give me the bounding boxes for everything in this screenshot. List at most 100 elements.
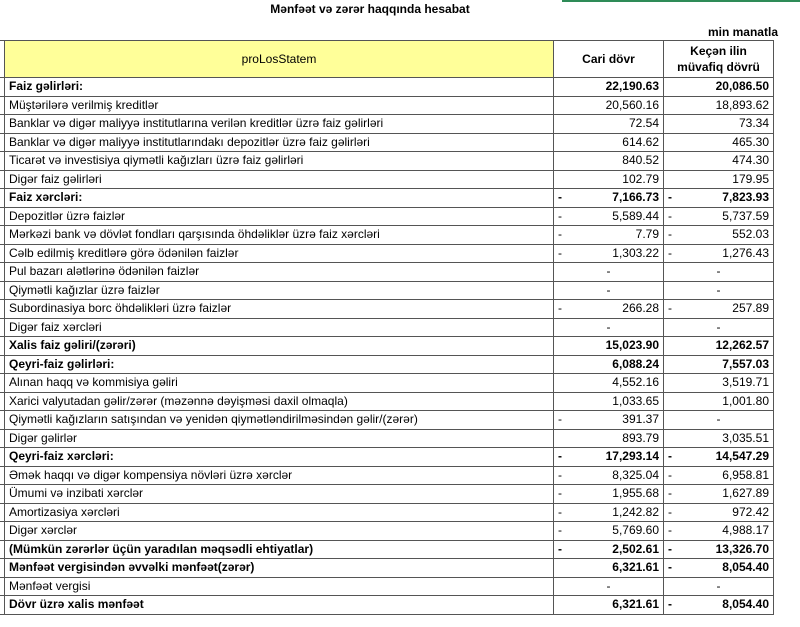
current-cell: 6,321.61: [553, 558, 664, 578]
current-cell: - 8,325.04: [553, 465, 664, 485]
row-label: Banklar və digər maliyyə institutlarına …: [4, 114, 554, 134]
current-value: 840.52: [622, 153, 659, 168]
previous-value: -: [716, 282, 721, 297]
previous-value: 8,054.40: [722, 597, 769, 612]
sign: -: [668, 597, 672, 611]
row-label: Digər xərclər: [4, 521, 554, 541]
current-value: 7.79: [635, 227, 659, 242]
previous-value: 257.89: [732, 301, 769, 316]
row-label: Banklar və digər maliyyə institutlarında…: [4, 132, 554, 152]
current-cell: - 7.79: [553, 225, 664, 245]
statement-row: Dövr üzrə xalis mənfəət 6,321.61- 8,054.40: [0, 595, 774, 615]
current-cell: 1,033.65: [553, 391, 664, 411]
previous-cell: 474.30: [663, 151, 774, 171]
previous-cell: - 4,988.17: [663, 521, 774, 541]
current-value: 6,321.61: [612, 560, 659, 575]
sign: -: [558, 245, 562, 260]
sign: -: [668, 301, 672, 315]
statement-row: (Mümkün zərərlər üçün yaradılan məqsədli…: [0, 539, 774, 559]
current-cell: - 391.37: [553, 410, 664, 430]
current-value: 6,321.61: [612, 597, 659, 612]
previous-cell: - 7,823.93: [663, 188, 774, 208]
sign: -: [558, 486, 562, 500]
statement-row: Xarici valyutadan gəlir/zərər (məzənnə d…: [0, 391, 774, 411]
current-cell: - 1,242.82: [553, 502, 664, 522]
row-label: Depozitlər üzrə faizlər: [4, 206, 554, 226]
sign: -: [558, 541, 562, 556]
sign: -: [558, 467, 562, 482]
statement-row: Alınan haqq və kommisiya gəliri 4,552.16 3…: [0, 373, 774, 393]
statement-row: Amortizasiya xərcləri -1,242.82-972.42: [0, 502, 774, 522]
sign: -: [668, 190, 672, 204]
row-label: Qiymətli kağızların satışından və yenidə…: [4, 410, 554, 430]
statement-row: Ticarət və investisiya qiymətli kağızlar…: [0, 151, 774, 171]
sign: -: [558, 412, 562, 426]
current-cell: - 1,303.22: [553, 243, 664, 263]
previous-cell: -: [663, 262, 774, 282]
previous-cell: - 1,276.43: [663, 243, 774, 263]
previous-cell: -: [663, 410, 774, 430]
statement-table: proLosStatem Cari dövr Keçən ilin müvafi…: [0, 40, 774, 615]
previous-cell: 12,262.57: [663, 336, 774, 356]
row-label: Alınan haqq və kommisiya gəliri: [4, 373, 554, 393]
previous-cell: - 6,958.81: [663, 465, 774, 485]
previous-cell: - 5,737.59: [663, 206, 774, 226]
previous-cell: - 972.42: [663, 502, 774, 522]
sign: -: [558, 523, 562, 537]
statement-row: Banklar və digər maliyyə institutlarına …: [0, 114, 774, 134]
current-cell: - 5,589.44: [553, 206, 664, 226]
previous-value: 179.95: [732, 171, 769, 186]
current-value: 4,552.16: [612, 375, 659, 390]
previous-value: 3,519.71: [722, 375, 769, 390]
header-current: Cari dövr: [553, 40, 664, 78]
statement-row: Qiymətli kağızlar üzrə faizlər - -: [0, 280, 774, 300]
current-value: 1,955.68: [612, 486, 659, 501]
previous-cell: - 257.89: [663, 299, 774, 319]
sign: -: [558, 190, 562, 204]
row-label: Cəlb edilmiş kreditlərə görə ödənilən fa…: [4, 243, 554, 263]
previous-value: 4,988.17: [722, 523, 769, 538]
statement-row: Müştərilərə verilmiş kreditlər 20,560.16 1…: [0, 95, 774, 115]
row-label: Qiymətli kağızlar üzrə faizlər: [4, 280, 554, 300]
current-cell: 6,088.24: [553, 354, 664, 374]
previous-value: -: [716, 412, 721, 427]
statement-row: Xalis faiz gəliri/(zərəri) 15,023.90 12,26…: [0, 336, 774, 356]
previous-cell: 73.34: [663, 114, 774, 134]
sign: -: [668, 541, 672, 556]
table-body: proLosStatem Cari dövr Keçən ilin müvafi…: [0, 40, 774, 615]
current-cell: -: [553, 317, 664, 337]
current-cell: 4,552.16: [553, 373, 664, 393]
previous-cell: 7,557.03: [663, 354, 774, 374]
current-cell: - 1,955.68: [553, 484, 664, 504]
sign: -: [558, 449, 562, 463]
current-cell: - 266.28: [553, 299, 664, 319]
previous-cell: 20,086.50: [663, 77, 774, 97]
row-label: Faiz xərcləri:: [4, 188, 554, 208]
previous-value: 1,001.80: [722, 393, 769, 408]
previous-value: 1,276.43: [722, 245, 769, 260]
current-value: 5,589.44: [612, 208, 659, 223]
current-value: -: [606, 578, 611, 593]
sign: -: [668, 560, 672, 574]
sign: -: [668, 245, 672, 260]
previous-cell: - 1,627.89: [663, 484, 774, 504]
previous-value: -: [716, 264, 721, 279]
statement-row: Banklar və digər maliyyə institutlarında…: [0, 132, 774, 152]
previous-cell: - 13,326.70: [663, 539, 774, 559]
row-label: Digər faiz gəlirləri: [4, 169, 554, 189]
previous-value: 13,326.70: [715, 541, 769, 556]
sheet-edge: [562, 0, 800, 2]
previous-value: 3,035.51: [722, 430, 769, 445]
current-value: 1,303.22: [612, 245, 659, 260]
previous-value: 8,054.40: [722, 560, 769, 575]
previous-value: 552.03: [732, 227, 769, 242]
current-value: 893.79: [622, 430, 659, 445]
current-cell: 614.62: [553, 132, 664, 152]
previous-cell: -: [663, 317, 774, 337]
previous-value: 1,627.89: [722, 486, 769, 501]
current-cell: -: [553, 576, 664, 596]
statement-row: Digər gəlirlər 893.79 3,035.51: [0, 428, 774, 448]
current-cell: 840.52: [553, 151, 664, 171]
previous-value: 7,557.03: [722, 356, 769, 371]
